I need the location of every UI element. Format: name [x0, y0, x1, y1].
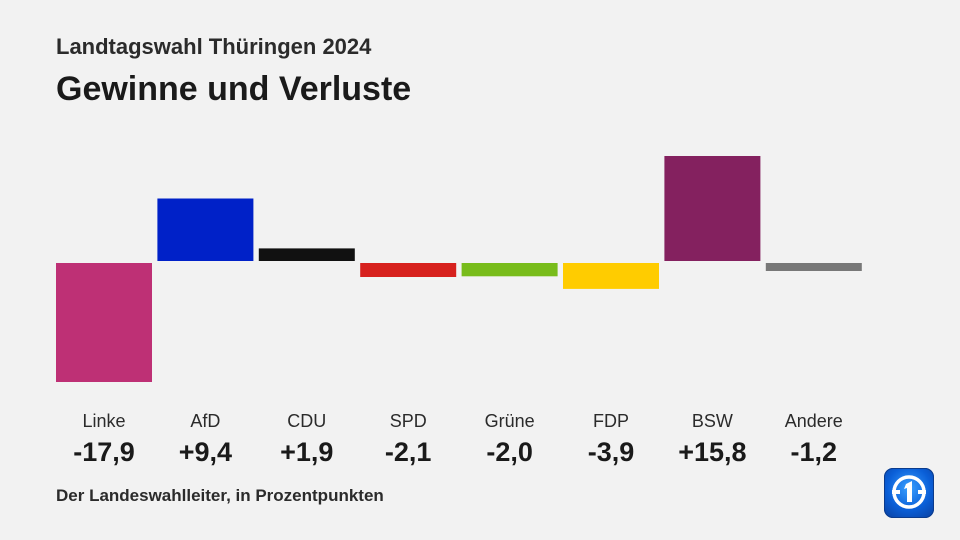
bar-bsw: [664, 156, 761, 261]
ard-das-erste-logo-icon: [884, 468, 934, 518]
bar-afd: [157, 198, 254, 261]
category-label-gr-ne: Grüne: [485, 411, 535, 431]
source-note: Der Landeswahlleiter, in Prozentpunkten: [56, 486, 384, 505]
value-label-cdu: +1,9: [280, 437, 333, 467]
value-label-bsw: +15,8: [678, 437, 746, 467]
category-label-linke: Linke: [82, 411, 125, 431]
category-label-fdp: FDP: [593, 411, 629, 431]
category-label-spd: SPD: [390, 411, 427, 431]
bar-linke: [56, 263, 152, 382]
bar-andere: [765, 263, 862, 271]
value-label-spd: -2,1: [385, 437, 432, 467]
value-label-afd: +9,4: [179, 437, 232, 467]
chart-title: Gewinne und Verluste: [56, 70, 412, 108]
category-label-andere: Andere: [785, 411, 843, 431]
bar-cdu: [258, 248, 355, 261]
bar-gr-ne: [461, 263, 558, 277]
bar-spd: [360, 263, 457, 277]
category-label-bsw: BSW: [692, 411, 733, 431]
category-label-afd: AfD: [190, 411, 220, 431]
category-label-cdu: CDU: [287, 411, 326, 431]
chart-subtitle: Landtagswahl Thüringen 2024: [56, 34, 372, 59]
bar-fdp: [563, 263, 659, 289]
value-label-gr-ne: -2,0: [486, 437, 533, 467]
value-label-linke: -17,9: [73, 437, 135, 467]
value-label-andere: -1,2: [791, 437, 838, 467]
value-label-fdp: -3,9: [588, 437, 635, 467]
